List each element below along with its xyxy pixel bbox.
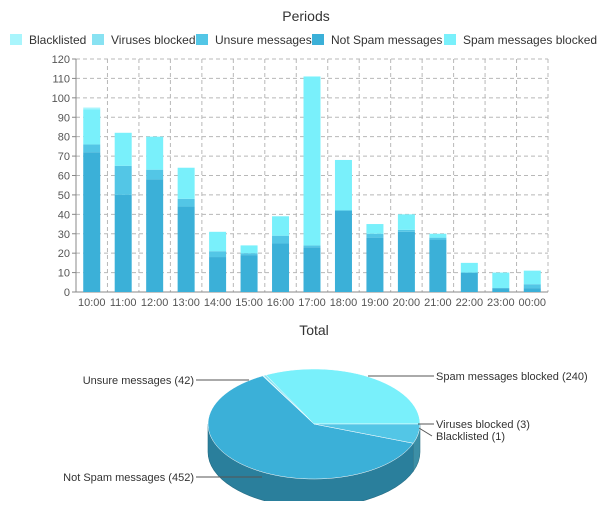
bar-not-spam-messages-18-00 <box>334 210 352 292</box>
bar-not-spam-messages-23-00 <box>492 288 510 292</box>
bar-not-spam-messages-22-00 <box>460 272 478 292</box>
y-tick-label: 70 <box>58 151 70 163</box>
x-tick-label: 16:00 <box>267 297 295 309</box>
bar-not-spam-messages-00-00 <box>523 288 541 292</box>
legend-label-blacklisted: Blacklisted <box>29 33 86 47</box>
pie-label-spam-messages-blocked: Spam messages blocked (240) <box>436 371 588 383</box>
x-tick-label: 13:00 <box>172 297 200 309</box>
x-tick-label: 23:00 <box>487 297 515 309</box>
bar-unsure-messages-16-00 <box>272 235 290 244</box>
bar-spam-messages-blocked-22-00 <box>460 262 478 273</box>
bar-unsure-messages-19-00 <box>366 233 384 238</box>
pie-labels: Spam messages blocked (240) Viruses block… <box>63 371 587 484</box>
x-tick-label: 14:00 <box>204 297 232 309</box>
y-tick-label: 110 <box>52 73 70 85</box>
bar-spam-messages-blocked-19-00 <box>366 224 384 234</box>
bar-unsure-messages-10-00 <box>83 144 101 153</box>
x-tick-label: 19:00 <box>361 297 389 309</box>
bar-spam-messages-blocked-16-00 <box>272 216 290 236</box>
bar-not-spam-messages-20-00 <box>397 231 415 292</box>
bar-unsure-messages-00-00 <box>523 284 541 289</box>
bar-not-spam-messages-21-00 <box>429 239 447 292</box>
y-tick-label: 40 <box>58 209 70 221</box>
x-tick-label: 17:00 <box>298 297 326 309</box>
bar-unsure-messages-14-00 <box>209 251 227 258</box>
pie-label-not-spam-messages: Not Spam messages (452) <box>63 472 194 484</box>
y-tick-label: 50 <box>58 190 70 202</box>
pie-label-unsure-messages: Unsure messages (42) <box>83 375 194 387</box>
bar-unsure-messages-15-00 <box>240 253 258 256</box>
legend-swatch-unsure-messages <box>196 34 208 45</box>
bar-unsure-messages-13-00 <box>177 198 195 207</box>
legend-label-unsure-messages: Unsure messages <box>215 33 312 47</box>
y-tick-label: 30 <box>58 229 70 241</box>
pie-slice-spam-messages-blocked <box>265 368 421 425</box>
legend-label-viruses-blocked: Viruses blocked <box>111 33 196 47</box>
legend: Blacklisted Viruses blocked Unsure message… <box>10 33 597 47</box>
legend-label-not-spam-messages: Not Spam messages <box>331 33 442 47</box>
bar-not-spam-messages-13-00 <box>177 206 195 292</box>
x-tick-label: 11:00 <box>110 297 137 309</box>
legend-swatch-viruses-blocked <box>92 34 104 45</box>
legend-label-spam-messages-blocked: Spam messages blocked <box>463 33 597 47</box>
bar-unsure-messages-12-00 <box>146 169 164 180</box>
y-tick-label: 60 <box>58 171 70 183</box>
legend-swatch-blacklisted <box>10 34 22 45</box>
bar-not-spam-messages-14-00 <box>209 257 227 292</box>
x-tick-label: 12:00 <box>141 297 169 309</box>
bar-not-spam-messages-16-00 <box>272 243 290 292</box>
bar-spam-messages-blocked-11-00 <box>114 132 132 166</box>
x-tick-label: 18:00 <box>330 297 358 309</box>
bar-unsure-messages-11-00 <box>114 165 132 195</box>
pie-chart-title: Total <box>299 322 329 338</box>
bar-unsure-messages-17-00 <box>303 245 321 248</box>
bar-spam-messages-blocked-18-00 <box>334 159 352 211</box>
bar-unsure-messages-20-00 <box>397 229 415 232</box>
bar-spam-messages-blocked-20-00 <box>397 214 415 230</box>
bar-spam-messages-blocked-00-00 <box>523 270 541 285</box>
pie-chart <box>207 368 421 506</box>
x-axis: 10:00 11:00 12:00 13:00 14:00 15:00 16:00 17:00… <box>78 297 546 309</box>
bar-spam-messages-blocked-14-00 <box>209 231 227 252</box>
x-tick-label: 15:00 <box>235 297 263 309</box>
y-tick-label: 10 <box>58 268 70 280</box>
bar-spam-messages-blocked-12-00 <box>146 136 164 170</box>
bar-spam-messages-blocked-15-00 <box>240 245 258 254</box>
pie-label-viruses-blocked: Viruses blocked (3) <box>436 419 530 431</box>
y-axis: 0 10 20 30 40 50 60 70 80 90 100 110 120 <box>52 54 548 299</box>
bar-spam-messages-blocked-13-00 <box>177 167 195 199</box>
bar-not-spam-messages-19-00 <box>366 237 384 292</box>
y-tick-label: 100 <box>52 93 70 105</box>
bar-unsure-messages-21-00 <box>429 237 447 240</box>
bar-spam-messages-blocked-21-00 <box>429 233 447 238</box>
bar-spam-messages-blocked-17-00 <box>303 76 321 246</box>
x-tick-label: 20:00 <box>393 297 421 309</box>
x-tick-label: 22:00 <box>456 297 484 309</box>
bar-spam-messages-blocked-23-00 <box>492 272 510 289</box>
pie-leader-blacklisted <box>418 427 433 437</box>
y-tick-label: 0 <box>64 287 70 299</box>
y-tick-label: 120 <box>52 54 70 66</box>
bar-series <box>83 76 541 292</box>
x-tick-label: 21:00 <box>424 297 452 309</box>
bar-not-spam-messages-17-00 <box>303 247 321 292</box>
bar-blacklisted-10-00 <box>83 107 101 110</box>
bar-not-spam-messages-12-00 <box>146 179 164 292</box>
y-tick-label: 80 <box>58 132 70 144</box>
x-tick-label: 00:00 <box>519 297 547 309</box>
bar-chart-title: Periods <box>282 8 329 24</box>
bar-spam-messages-blocked-10-00 <box>83 109 101 145</box>
pie-slice-not-spam-messages <box>207 375 414 480</box>
bar-not-spam-messages-11-00 <box>114 194 132 292</box>
legend-swatch-spam-messages-blocked <box>444 34 456 45</box>
pie-label-blacklisted: Blacklisted (1) <box>436 431 505 443</box>
y-tick-label: 20 <box>58 248 70 260</box>
bar-not-spam-messages-10-00 <box>83 152 101 292</box>
y-tick-label: 90 <box>58 112 70 124</box>
legend-swatch-not-spam-messages <box>312 34 324 45</box>
x-tick-label: 10:00 <box>78 297 106 309</box>
bar-not-spam-messages-15-00 <box>240 255 258 292</box>
